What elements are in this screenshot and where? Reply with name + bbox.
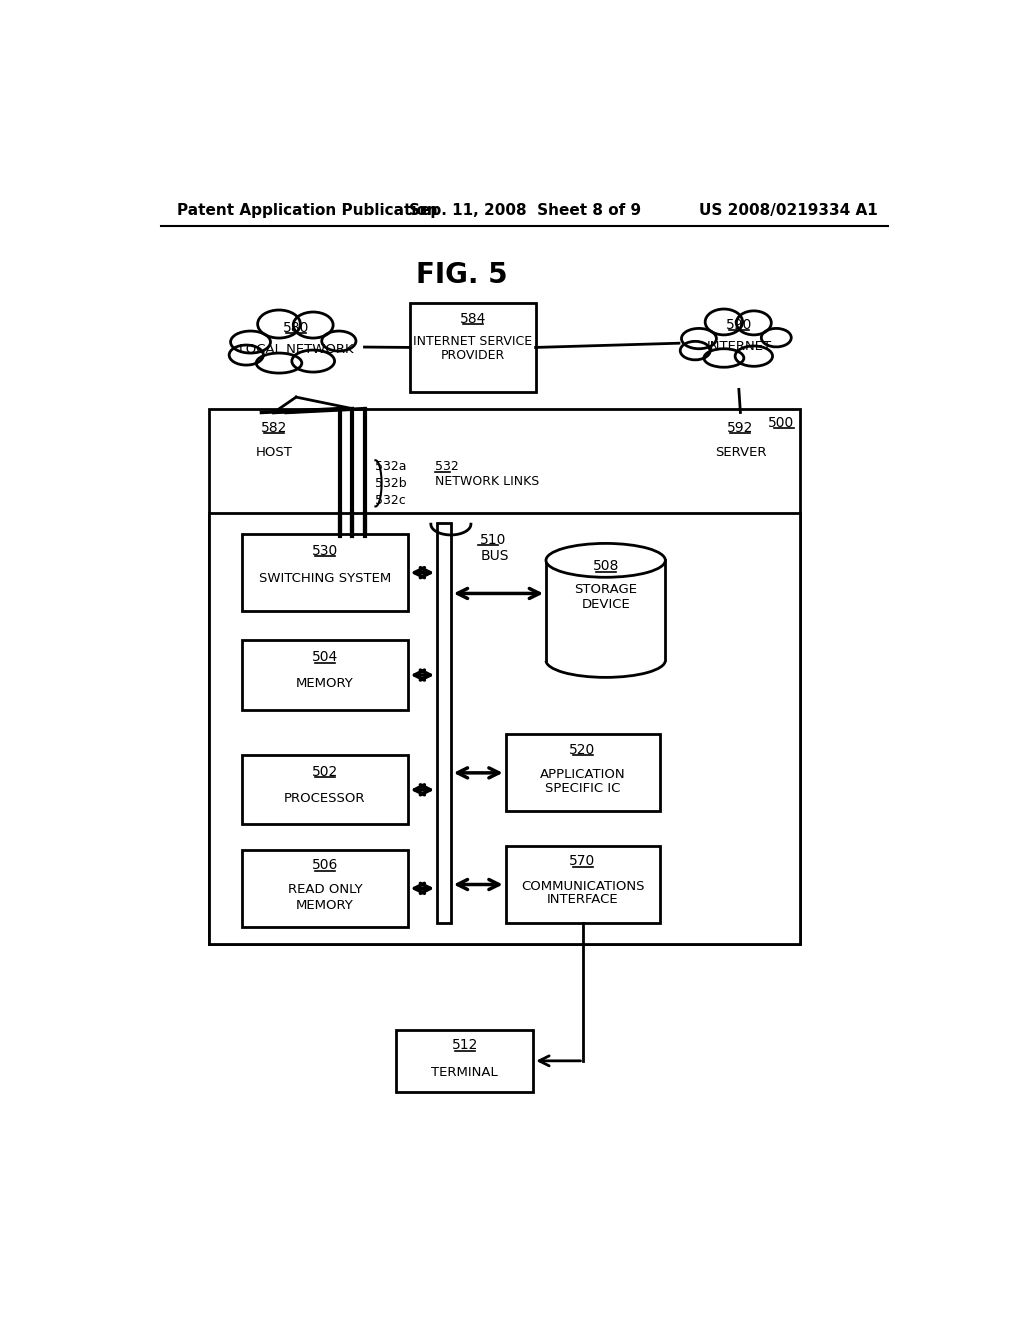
Text: 512: 512 <box>452 1039 478 1052</box>
Text: 584: 584 <box>460 312 486 326</box>
Text: COMMUNICATIONS: COMMUNICATIONS <box>521 879 644 892</box>
Ellipse shape <box>256 352 302 374</box>
FancyBboxPatch shape <box>506 734 659 812</box>
Ellipse shape <box>546 544 666 577</box>
Text: 532c: 532c <box>376 494 407 507</box>
Ellipse shape <box>258 310 300 338</box>
Text: PROVIDER: PROVIDER <box>440 348 505 362</box>
Text: 520: 520 <box>569 743 596 756</box>
Text: HOST: HOST <box>255 446 292 459</box>
Text: MEMORY: MEMORY <box>296 899 354 912</box>
FancyBboxPatch shape <box>223 412 325 475</box>
Ellipse shape <box>703 348 743 367</box>
Ellipse shape <box>761 329 792 347</box>
Text: US 2008/0219334 A1: US 2008/0219334 A1 <box>698 203 878 218</box>
Text: 592: 592 <box>727 421 754 434</box>
Text: 532a: 532a <box>376 459 407 473</box>
Ellipse shape <box>322 331 356 351</box>
FancyBboxPatch shape <box>410 304 536 392</box>
Ellipse shape <box>736 312 771 335</box>
Text: Sep. 11, 2008  Sheet 8 of 9: Sep. 11, 2008 Sheet 8 of 9 <box>409 203 641 218</box>
Text: 504: 504 <box>312 651 338 664</box>
Text: 580: 580 <box>283 321 309 335</box>
FancyBboxPatch shape <box>437 523 451 923</box>
FancyBboxPatch shape <box>243 755 408 825</box>
Text: 506: 506 <box>311 858 338 873</box>
Text: MEMORY: MEMORY <box>296 677 354 690</box>
Text: 502: 502 <box>312 766 338 779</box>
FancyBboxPatch shape <box>243 535 408 611</box>
Text: INTERNET: INTERNET <box>707 339 771 352</box>
Text: 510: 510 <box>480 532 507 546</box>
Text: SERVER: SERVER <box>715 446 766 459</box>
Text: SWITCHING SYSTEM: SWITCHING SYSTEM <box>259 573 391 585</box>
Text: APPLICATION: APPLICATION <box>540 768 626 781</box>
FancyBboxPatch shape <box>243 850 408 927</box>
Text: LOCAL NETWORK: LOCAL NETWORK <box>239 343 353 356</box>
Text: DEVICE: DEVICE <box>582 598 630 611</box>
Text: NETWORK LINKS: NETWORK LINKS <box>435 475 539 488</box>
Text: FIG. 5: FIG. 5 <box>416 261 508 289</box>
FancyBboxPatch shape <box>396 1030 534 1092</box>
Text: 532b: 532b <box>376 477 408 490</box>
FancyBboxPatch shape <box>243 640 408 710</box>
Text: Patent Application Publication: Patent Application Publication <box>177 203 437 218</box>
FancyBboxPatch shape <box>209 512 801 944</box>
Text: 590: 590 <box>726 318 752 331</box>
FancyBboxPatch shape <box>546 560 666 660</box>
Ellipse shape <box>229 345 263 366</box>
Ellipse shape <box>230 331 270 352</box>
Text: STORAGE: STORAGE <box>574 583 637 597</box>
FancyBboxPatch shape <box>209 409 801 944</box>
FancyBboxPatch shape <box>683 412 798 475</box>
FancyBboxPatch shape <box>506 846 659 923</box>
Text: TERMINAL: TERMINAL <box>431 1065 498 1078</box>
Text: BUS: BUS <box>480 549 509 562</box>
Ellipse shape <box>682 329 717 348</box>
Text: INTERNET SERVICE: INTERNET SERVICE <box>414 335 532 348</box>
Ellipse shape <box>546 644 666 677</box>
Text: INTERFACE: INTERFACE <box>547 894 618 907</box>
Text: 532: 532 <box>435 459 459 473</box>
Text: 582: 582 <box>260 421 287 434</box>
Ellipse shape <box>680 342 711 360</box>
Text: 570: 570 <box>569 854 596 869</box>
Text: PROCESSOR: PROCESSOR <box>285 792 366 805</box>
Text: 500: 500 <box>768 416 795 429</box>
Text: 508: 508 <box>593 560 618 573</box>
Text: SPECIFIC IC: SPECIFIC IC <box>545 781 621 795</box>
Ellipse shape <box>706 309 742 335</box>
FancyBboxPatch shape <box>544 642 668 661</box>
Text: 530: 530 <box>312 544 338 558</box>
Ellipse shape <box>735 346 772 367</box>
Ellipse shape <box>292 350 335 372</box>
Text: READ ONLY: READ ONLY <box>288 883 362 896</box>
Ellipse shape <box>293 312 333 338</box>
